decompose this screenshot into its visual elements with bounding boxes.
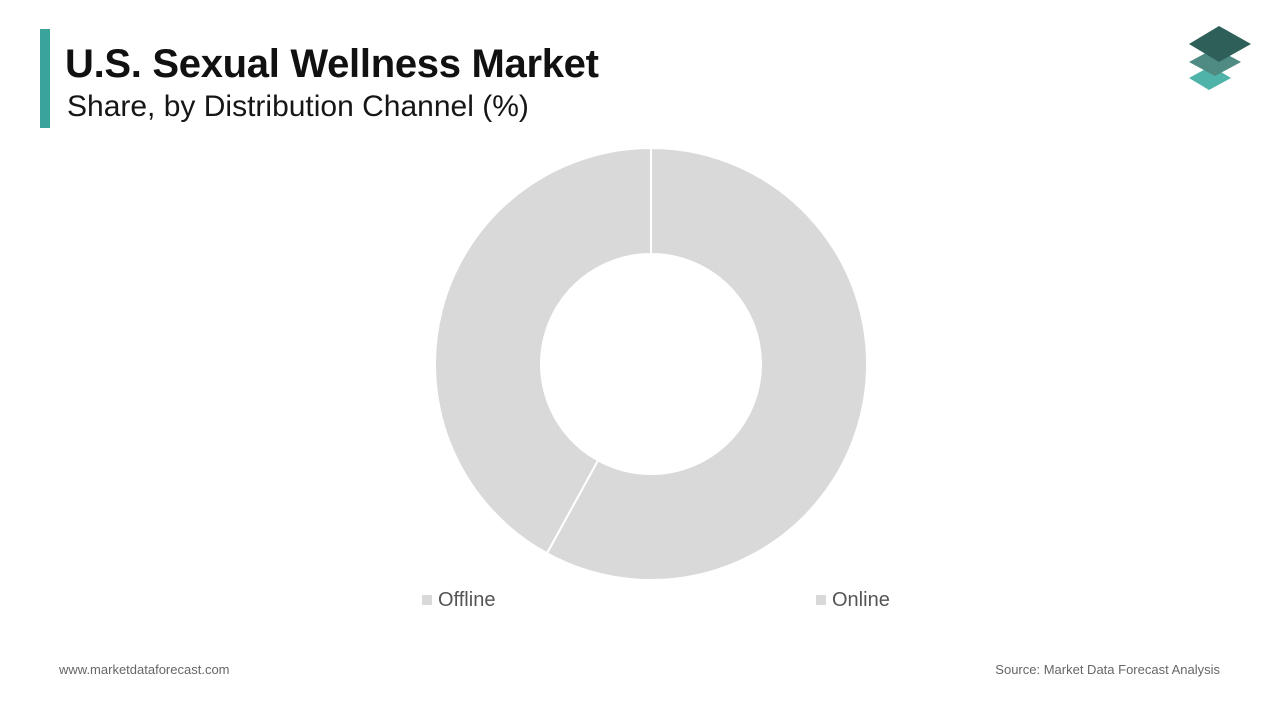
website-url[interactable]: www.marketdataforecast.com [59, 662, 230, 677]
stacked-layers-icon [1189, 26, 1251, 90]
accent-bar [40, 29, 50, 128]
donut-slice-online [545, 146, 868, 581]
logo-layer-top [1189, 26, 1251, 62]
donut-slice-offline [434, 146, 652, 555]
legend-label-online: Online [832, 588, 890, 611]
source-note: Source: Market Data Forecast Analysis [995, 662, 1220, 677]
legend-item-offline: Offline [422, 588, 495, 612]
chart-subtitle: Share, by Distribution Channel (%) [67, 90, 529, 123]
legend-item-online: Online [816, 588, 890, 612]
legend-swatch-offline [422, 595, 432, 605]
legend-swatch-online [816, 595, 826, 605]
legend-label-offline: Offline [438, 588, 496, 611]
chart-title: U.S. Sexual Wellness Market [65, 42, 599, 86]
donut-slices [434, 146, 868, 581]
